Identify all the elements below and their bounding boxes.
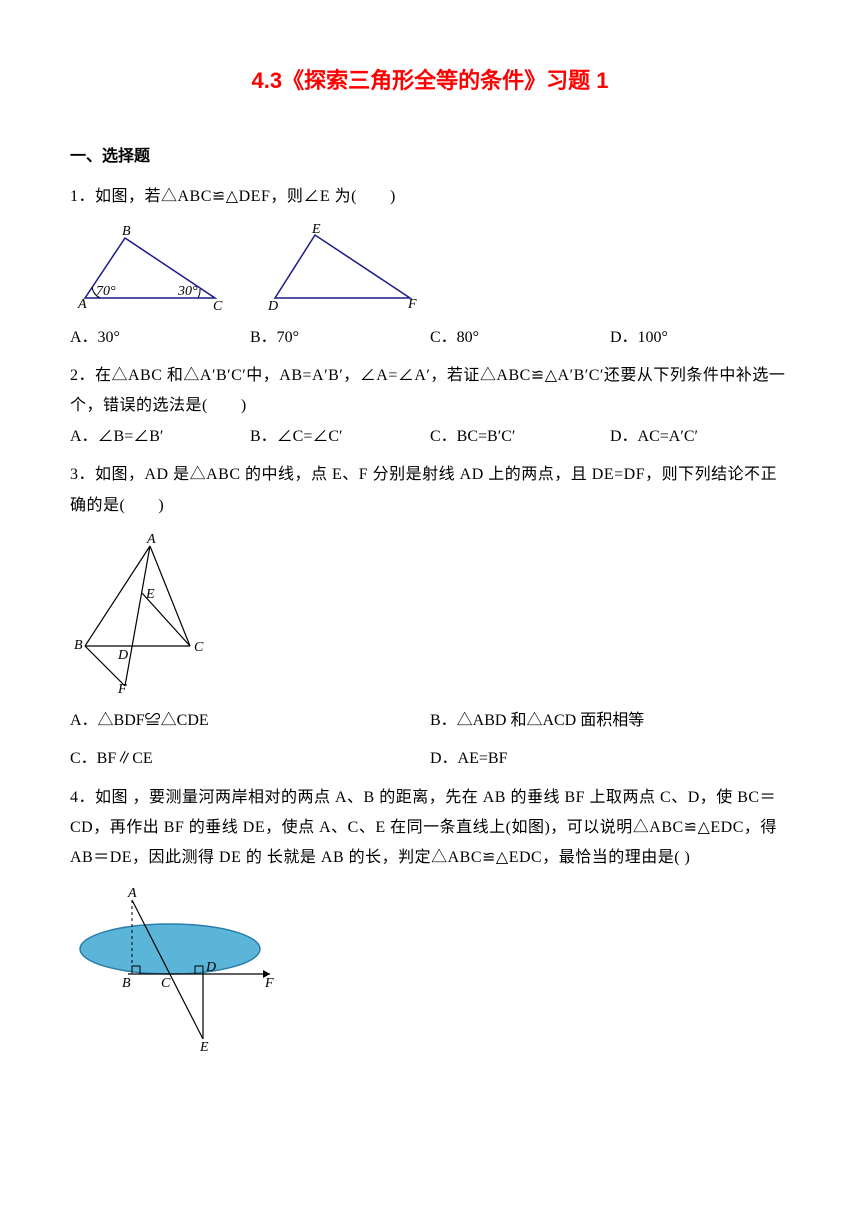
- question-4: 4．如图 ，要测量河两岸相对的两点 A、B 的距离，先在 AB 的垂线 BF 上…: [70, 783, 790, 1054]
- q2-options: A．∠B=∠B′ B．∠C=∠C′ C．BC=B′C′ D．AC=A′C′: [70, 422, 790, 452]
- q3-optB: B．△ABD 和△ACD 面积相等: [430, 706, 790, 736]
- svg-text:D: D: [267, 299, 278, 313]
- svg-text:B: B: [122, 976, 131, 991]
- q1-optD: D．100°: [610, 323, 790, 353]
- q2-text: 2．在△ABC 和△A′B′C′中，AB=A′B′，∠A=∠A′，若证△ABC≌…: [70, 361, 790, 422]
- page-title: 4.3《探索三角形全等的条件》习题 1: [70, 60, 790, 102]
- svg-text:B: B: [74, 638, 83, 653]
- q2-optD: D．AC=A′C′: [610, 422, 790, 452]
- svg-text:D: D: [117, 648, 128, 663]
- svg-text:C: C: [213, 299, 223, 313]
- svg-text:B: B: [122, 224, 131, 239]
- svg-text:A: A: [146, 532, 156, 547]
- question-1: 1．如图，若△ABC≌△DEF，则∠E 为( ) A B C 70° 30° D…: [70, 182, 790, 353]
- q3-figure: A B C D E F: [70, 531, 220, 696]
- svg-text:F: F: [117, 682, 127, 696]
- q4-figure: A B C D E F: [70, 884, 280, 1054]
- q3-optC: C．BF∥CE: [70, 744, 430, 774]
- q1-optA: A．30°: [70, 323, 250, 353]
- svg-text:E: E: [199, 1040, 209, 1054]
- svg-text:70°: 70°: [96, 284, 116, 299]
- q1-optB: B．70°: [250, 323, 430, 353]
- svg-text:E: E: [145, 587, 155, 602]
- svg-text:A: A: [127, 886, 137, 901]
- q3-options-row2: C．BF∥CE D．AE=BF: [70, 744, 790, 774]
- svg-text:D: D: [205, 960, 216, 975]
- q3-options-row1: A．△BDF≌△CDE B．△ABD 和△ACD 面积相等: [70, 706, 790, 736]
- q2-optA: A．∠B=∠B′: [70, 422, 250, 452]
- q1-options: A．30° B．70° C．80° D．100°: [70, 323, 790, 353]
- svg-text:A: A: [77, 297, 87, 312]
- q1-triangle2: D E F: [260, 223, 420, 313]
- svg-text:C: C: [161, 976, 171, 991]
- svg-text:E: E: [311, 223, 321, 237]
- svg-text:F: F: [264, 976, 274, 991]
- q1-optC: C．80°: [430, 323, 610, 353]
- q3-optD: D．AE=BF: [430, 744, 790, 774]
- svg-text:C: C: [194, 640, 204, 655]
- q3-text: 3．如图，AD 是△ABC 的中线，点 E、F 分别是射线 AD 上的两点，且 …: [70, 460, 790, 521]
- section-header: 一、选择题: [70, 142, 790, 172]
- q4-text: 4．如图 ，要测量河两岸相对的两点 A、B 的距离，先在 AB 的垂线 BF 上…: [70, 783, 790, 874]
- q2-optC: C．BC=B′C′: [430, 422, 610, 452]
- q1-triangle1: A B C 70° 30°: [70, 223, 230, 313]
- q1-figures: A B C 70° 30° D E F: [70, 223, 790, 313]
- svg-text:30°: 30°: [177, 284, 198, 299]
- question-3: 3．如图，AD 是△ABC 的中线，点 E、F 分别是射线 AD 上的两点，且 …: [70, 460, 790, 775]
- question-2: 2．在△ABC 和△A′B′C′中，AB=A′B′，∠A=∠A′，若证△ABC≌…: [70, 361, 790, 452]
- q1-text: 1．如图，若△ABC≌△DEF，则∠E 为( ): [70, 182, 790, 212]
- q3-optA: A．△BDF≌△CDE: [70, 706, 430, 736]
- q2-optB: B．∠C=∠C′: [250, 422, 430, 452]
- svg-text:F: F: [407, 297, 417, 312]
